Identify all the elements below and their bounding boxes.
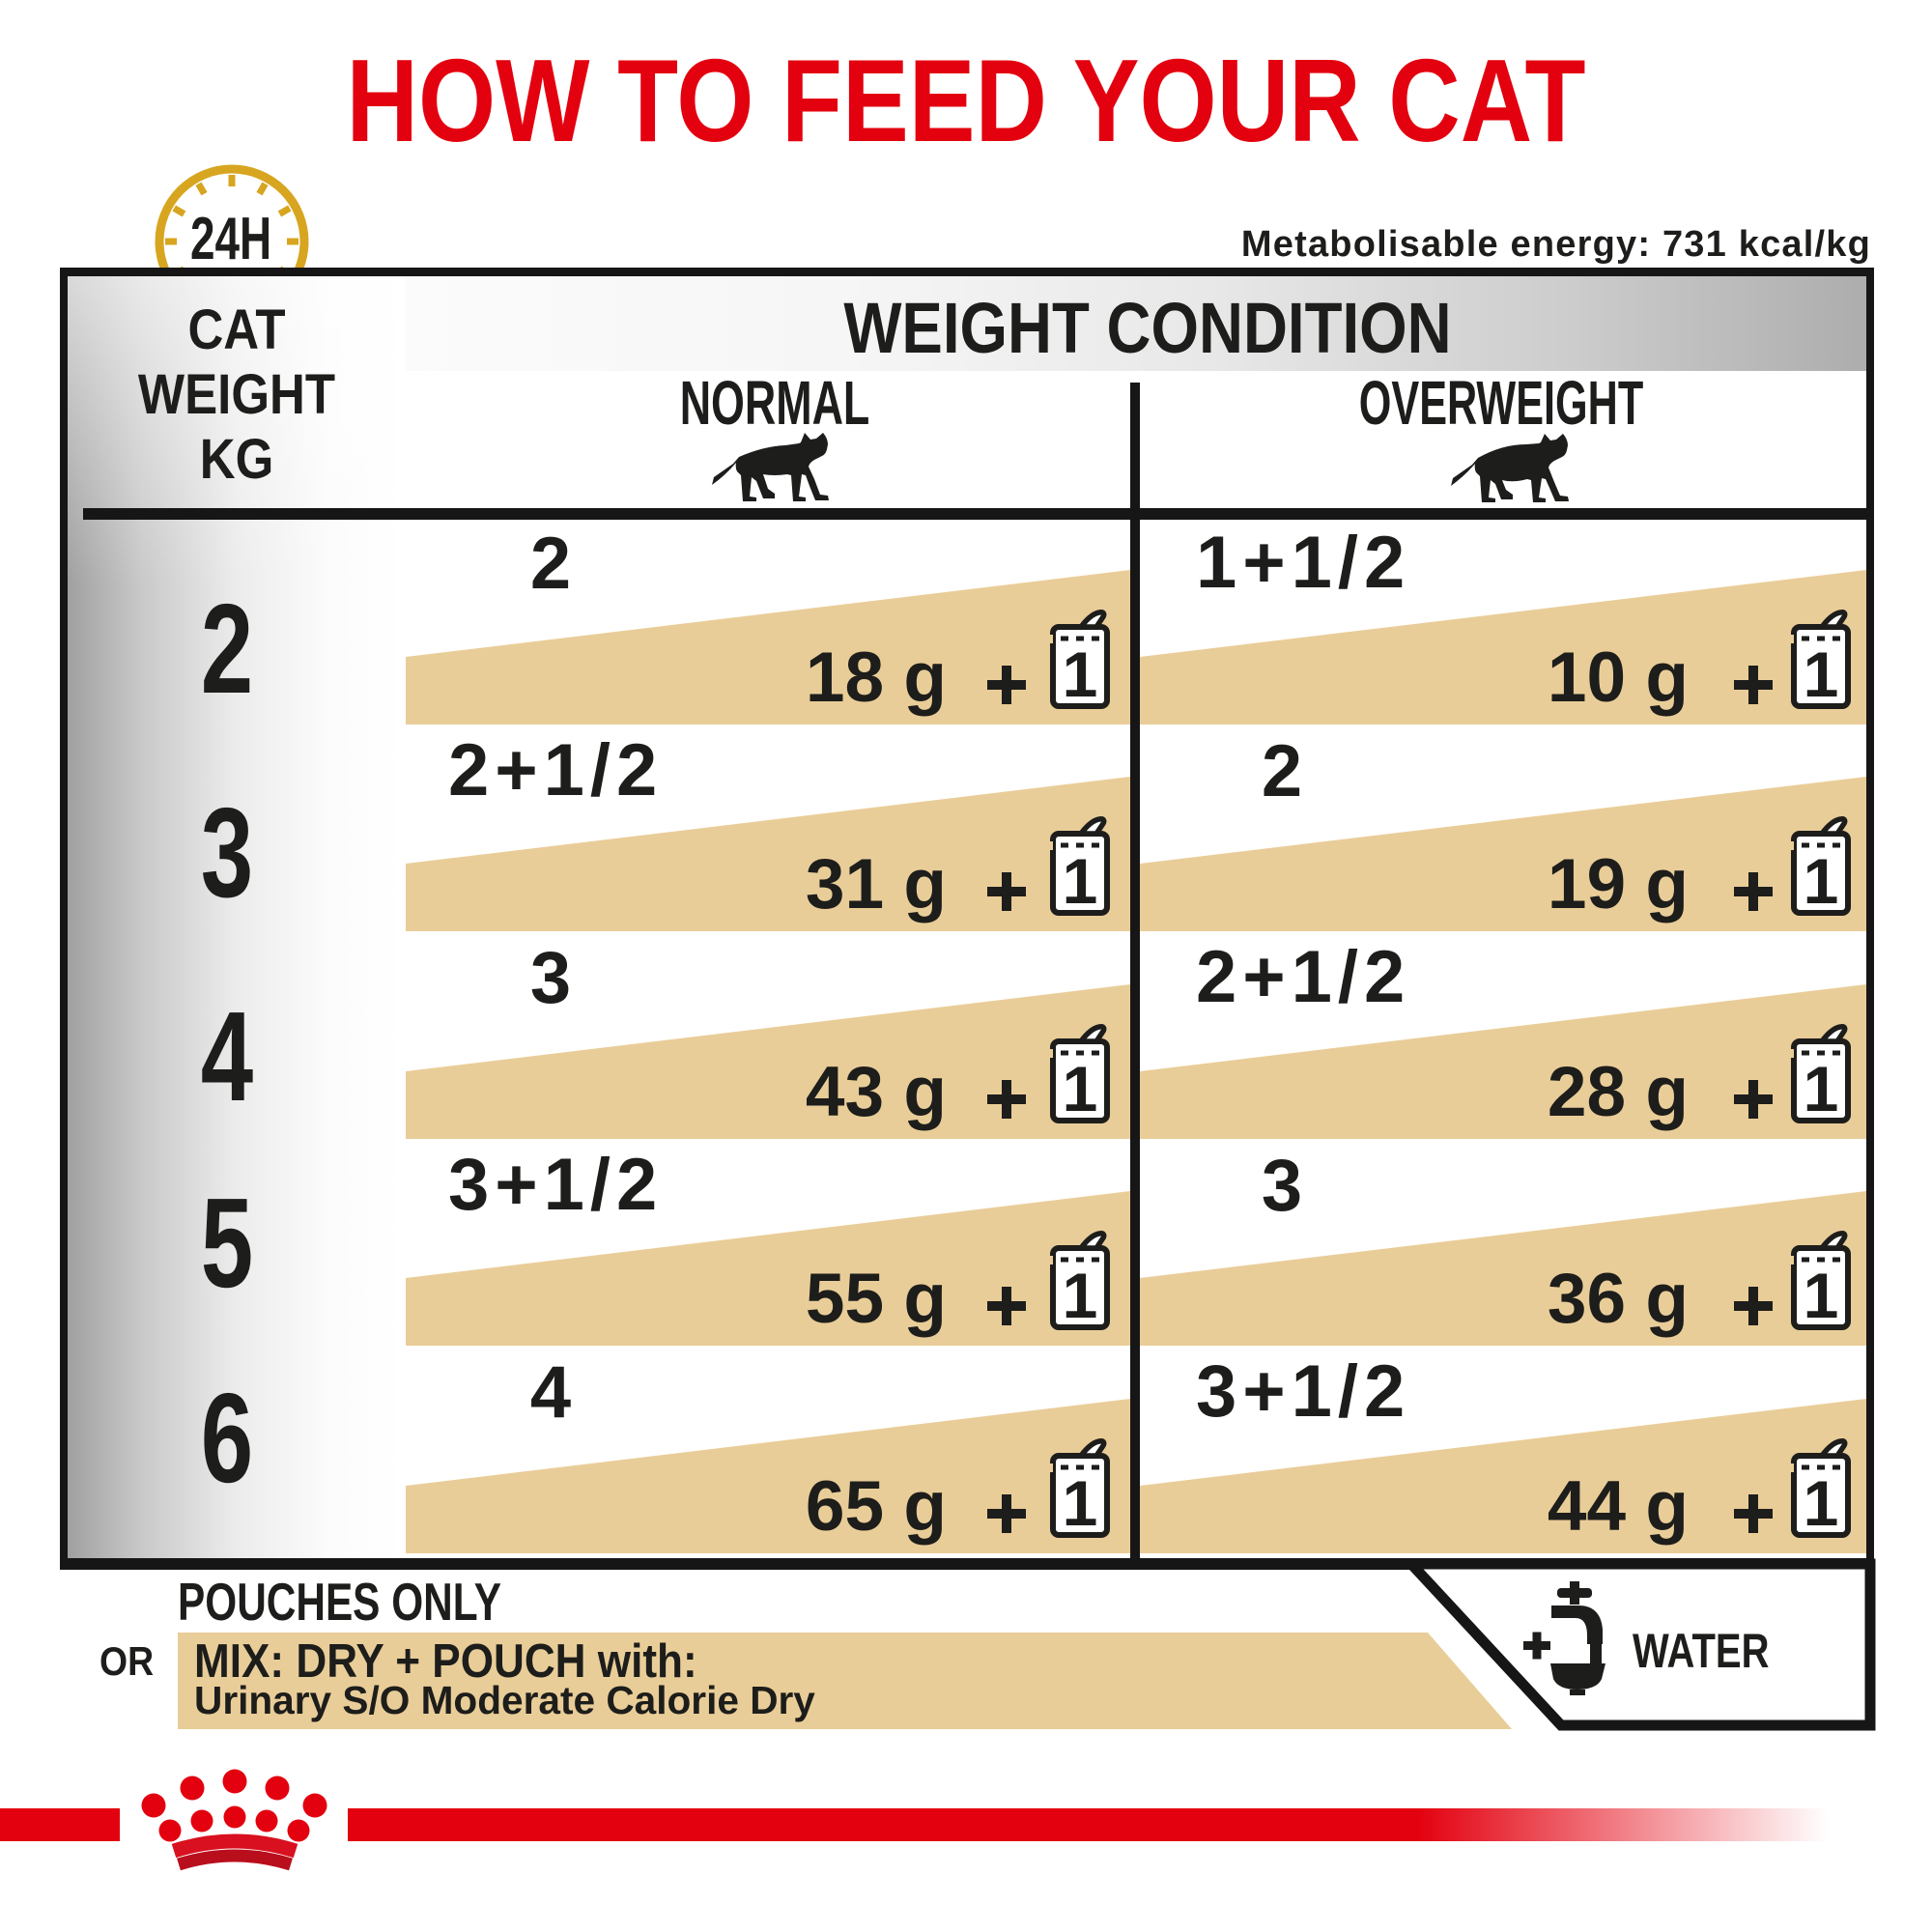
svg-text:24H: 24H	[190, 205, 271, 271]
